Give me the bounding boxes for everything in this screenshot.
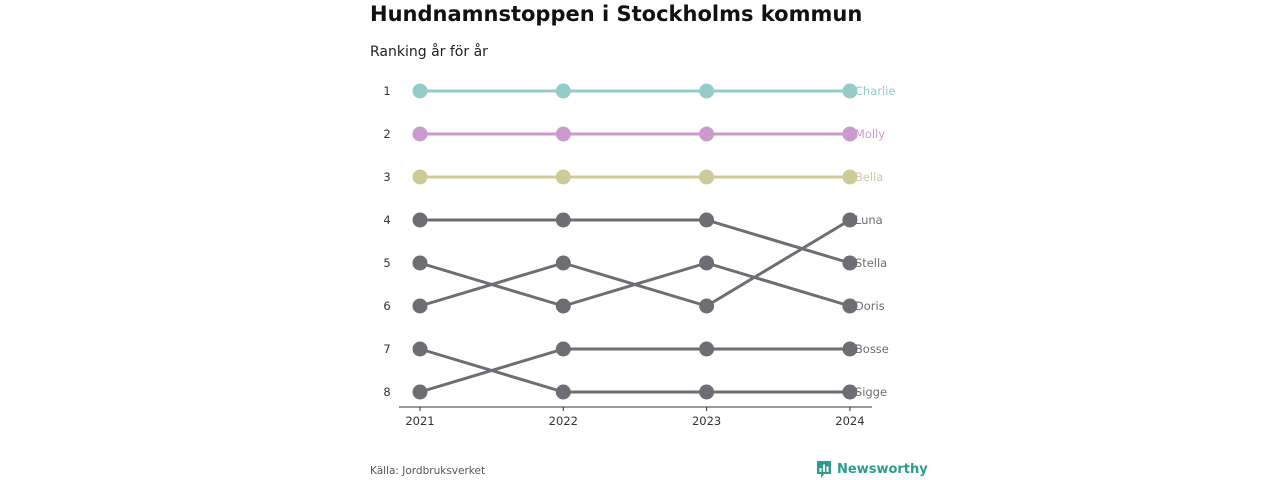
data-point-sigge [555,384,571,400]
y-tick-label: 6 [383,299,390,313]
y-tick-label: 8 [383,385,390,399]
x-tick-label: 2021 [405,414,434,428]
series-line-stella [418,218,852,265]
series-label-charlie: Charlie [855,84,896,98]
x-tick-label: 2022 [549,414,578,428]
data-point-molly [412,126,428,142]
data-point-bosse [699,341,715,357]
y-tick-label: 1 [383,84,390,98]
data-point-sigge [412,341,428,357]
data-point-molly [555,126,571,142]
data-point-doris [555,298,571,314]
data-point-luna [842,212,858,228]
data-point-bella [555,169,571,185]
axes: 2021 2022 2023 2024 1 2 3 4 5 6 7 8 [383,84,872,428]
data-point-stella [412,212,428,228]
y-tick-label: 4 [383,213,390,227]
series-label-bella: Bella [855,170,883,184]
data-point-sigge [699,384,715,400]
series-line-luna [418,218,852,308]
series-label-stella: Stella [855,256,887,270]
data-point-doris [699,255,715,271]
data-point-charlie [412,83,428,99]
data-point-stella [555,212,571,228]
series-line-sigge [418,347,852,394]
series-label-doris: Doris [855,299,885,313]
series-labels: Luna Stella Doris Bosse Sigge Charlie Molly Bel… [855,84,896,399]
data-point-doris [842,298,858,314]
source-note: Källa: Jordbruksverket [370,465,486,477]
brand-logo: Newsworthy [816,460,928,479]
data-point-sigge [842,384,858,400]
series-line-doris [418,261,852,308]
y-tick-label: 2 [383,127,390,141]
series-label-bosse: Bosse [855,342,889,356]
series-points [412,83,858,400]
bar-chart-icon [817,461,831,478]
data-point-bella [842,169,858,185]
data-point-doris [412,255,428,271]
data-point-molly [842,126,858,142]
data-point-bosse [555,341,571,357]
y-tick-label: 3 [383,170,390,184]
x-tick-label: 2024 [835,414,864,428]
brand-name: Newsworthy [837,462,928,477]
data-point-stella [842,255,858,271]
series-label-molly: Molly [855,127,885,141]
series-label-sigge: Sigge [855,385,887,399]
data-point-charlie [555,83,571,99]
data-point-bella [412,169,428,185]
series-line-bosse [418,347,852,394]
data-point-luna [699,298,715,314]
data-point-stella [699,212,715,228]
data-point-luna [555,255,571,271]
x-tick-label: 2023 [692,414,721,428]
data-point-bosse [412,384,428,400]
y-tick-label: 5 [383,256,390,270]
data-point-bosse [842,341,858,357]
chart-title: Hundnamnstoppen i Stockholms kommun [370,2,863,26]
series-label-luna: Luna [855,213,883,227]
series-lines [418,89,852,394]
data-point-bella [699,169,715,185]
data-point-charlie [699,83,715,99]
y-tick-label: 7 [383,342,390,356]
data-point-luna [412,298,428,314]
data-point-charlie [842,83,858,99]
chart-subtitle: Ranking år för år [370,44,488,60]
data-point-molly [699,126,715,142]
